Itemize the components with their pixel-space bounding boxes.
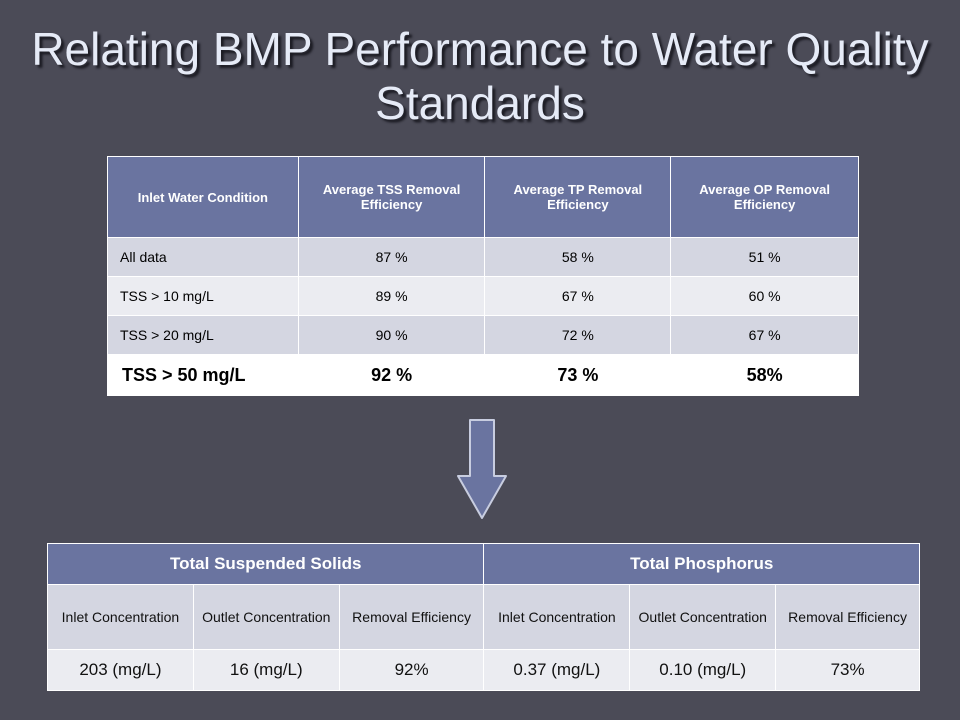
subheader-tp-outlet: Outlet Concentration: [629, 584, 777, 650]
header-avg-op: Average OP Removal Efficiency: [670, 156, 859, 238]
slide-title: Relating BMP Performance to Water Qualit…: [31, 23, 929, 129]
down-arrow-icon: [457, 419, 507, 519]
cell-tp: 67 %: [484, 276, 672, 316]
cell-condition: All data: [107, 237, 299, 277]
header-avg-tss: Average TSS Removal Efficiency: [297, 156, 486, 238]
table-row: TSS > 20 mg/L 90 % 72 % 67 %: [107, 315, 859, 355]
cell-tss: 92 %: [297, 354, 486, 396]
value-tss-inlet: 203 (mg/L): [47, 649, 194, 691]
table-row-highlight: TSS > 50 mg/L 92 % 73 % 58%: [107, 354, 859, 396]
value-tss-removal: 92%: [338, 649, 485, 691]
subheader-row: Inlet Concentration Outlet Concentration…: [47, 584, 920, 650]
cell-condition: TSS > 10 mg/L: [107, 276, 299, 316]
subheader-tss-removal: Removal Efficiency: [338, 584, 485, 650]
concentration-table: Total Suspended Solids Total Phosphorus …: [46, 543, 920, 691]
table-row: TSS > 10 mg/L 89 % 67 % 60 %: [107, 276, 859, 316]
cell-condition: TSS > 20 mg/L: [107, 315, 299, 355]
value-tp-inlet: 0.37 (mg/L): [483, 649, 631, 691]
value-tp-removal: 73%: [775, 649, 920, 691]
efficiency-table: Inlet Water Condition Average TSS Remova…: [107, 156, 859, 396]
efficiency-header-row: Inlet Water Condition Average TSS Remova…: [107, 156, 859, 238]
cell-condition: TSS > 50 mg/L: [107, 354, 299, 396]
cell-tss: 87 %: [297, 237, 486, 277]
cell-tp: 72 %: [484, 315, 672, 355]
header-total-phosphorus: Total Phosphorus: [483, 543, 920, 585]
subheader-tss-outlet: Outlet Concentration: [192, 584, 340, 650]
group-header-row: Total Suspended Solids Total Phosphorus: [46, 543, 920, 585]
value-tss-outlet: 16 (mg/L): [192, 649, 340, 691]
subheader-tss-inlet: Inlet Concentration: [47, 584, 194, 650]
cell-op: 51 %: [670, 237, 859, 277]
cell-tp: 73 %: [484, 354, 672, 396]
values-row: 203 (mg/L) 16 (mg/L) 92% 0.37 (mg/L) 0.1…: [47, 649, 920, 691]
subheader-tp-removal: Removal Efficiency: [775, 584, 920, 650]
header-avg-tp: Average TP Removal Efficiency: [484, 156, 672, 238]
table-row: All data 87 % 58 % 51 %: [107, 237, 859, 277]
cell-op: 58%: [670, 354, 859, 396]
cell-tss: 90 %: [297, 315, 486, 355]
cell-tp: 58 %: [484, 237, 672, 277]
header-total-suspended-solids: Total Suspended Solids: [46, 543, 485, 585]
value-tp-outlet: 0.10 (mg/L): [629, 649, 777, 691]
cell-tss: 89 %: [297, 276, 486, 316]
cell-op: 60 %: [670, 276, 859, 316]
subheader-tp-inlet: Inlet Concentration: [483, 584, 631, 650]
cell-op: 67 %: [670, 315, 859, 355]
header-inlet-condition: Inlet Water Condition: [107, 156, 299, 238]
